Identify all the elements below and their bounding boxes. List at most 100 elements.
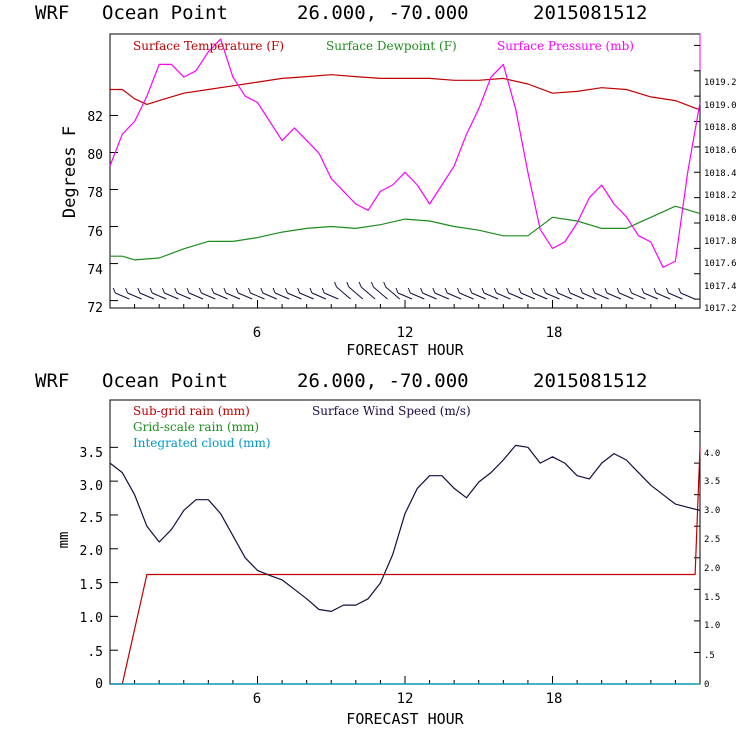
wind-barb bbox=[201, 292, 216, 300]
wind-barb-flag bbox=[469, 287, 473, 294]
wind-barb bbox=[668, 292, 683, 300]
header-location: Ocean Point bbox=[102, 370, 228, 392]
axes-ticks bbox=[109, 44, 701, 308]
wind-barb bbox=[410, 292, 425, 300]
wind-barb bbox=[176, 292, 191, 300]
wind-barb-flag bbox=[604, 287, 608, 294]
x-tick-label: 18 bbox=[546, 325, 563, 341]
wind-barb-flag bbox=[137, 287, 141, 294]
series-sub-grid-rain-mm bbox=[110, 447, 701, 685]
header-coords: 26.000, -70.000 bbox=[297, 370, 469, 392]
wind-barb bbox=[643, 292, 659, 300]
wind-barb-flag bbox=[579, 287, 583, 294]
wind-barb bbox=[324, 292, 339, 300]
y-tick-label: 3.5 bbox=[80, 446, 103, 461]
y-tick-label: 3.0 bbox=[80, 479, 103, 494]
wind-barb bbox=[385, 286, 401, 300]
right-tick-label: 1018.4 bbox=[704, 169, 737, 179]
wind-barb-flag bbox=[616, 287, 620, 294]
series-surface-pressure-mb bbox=[109, 38, 701, 268]
right-tick-label: 2.5 bbox=[704, 535, 720, 545]
legend-temperature: Surface Temperature (F) bbox=[133, 39, 284, 53]
panel-2-header: WRF Ocean Point 26.000, -70.000 20150815… bbox=[0, 370, 740, 396]
wind-barb bbox=[360, 286, 376, 300]
right-tick-label: 3.5 bbox=[704, 477, 720, 487]
x-tick-label: 18 bbox=[546, 691, 563, 707]
y-tick-label: 1.0 bbox=[80, 611, 103, 626]
wind-barb bbox=[582, 292, 597, 300]
y-tick-labels: 72 74 76 78 80 82 bbox=[87, 110, 103, 316]
wind-barb-flag bbox=[248, 287, 251, 294]
plot-frame bbox=[109, 33, 701, 309]
panel-1-header: WRF Ocean Point 26.000, -70.000 20150815… bbox=[0, 2, 740, 28]
right-tick-label: 1017.8 bbox=[704, 237, 737, 247]
wind-barb-flag bbox=[407, 287, 411, 294]
series-surface-temperature-f bbox=[110, 74, 701, 111]
header-init-time: 2015081512 bbox=[533, 370, 648, 392]
legend-gridscale-rain: Grid-scale rain (mm) bbox=[133, 420, 259, 434]
wind-barb bbox=[520, 292, 536, 300]
wind-barb bbox=[496, 292, 511, 300]
x-tick-label: 12 bbox=[397, 325, 414, 341]
right-tick-label: 1.0 bbox=[704, 621, 720, 631]
wind-barb bbox=[213, 292, 228, 300]
right-tick-label: 1018.0 bbox=[704, 214, 737, 224]
x-tick-label: 12 bbox=[397, 691, 414, 707]
wind-barb bbox=[459, 292, 474, 300]
wind-barb bbox=[655, 292, 671, 300]
right-tick-label: 0 bbox=[704, 680, 709, 690]
legend-pressure: Surface Pressure (mb) bbox=[497, 39, 634, 53]
wind-barb-flag bbox=[260, 287, 264, 294]
wind-barb bbox=[569, 292, 585, 300]
wind-barb bbox=[250, 292, 265, 300]
right-tick-label: 3.0 bbox=[704, 506, 720, 516]
right-tick-labels: 0 .5 1.0 1.5 2.0 2.5 3.0 3.5 4.0 bbox=[704, 449, 720, 690]
wind-barb-flag bbox=[592, 287, 596, 294]
wind-barb-flag bbox=[481, 287, 485, 294]
y-tick-label: 82 bbox=[87, 110, 103, 125]
y-tick-label: 80 bbox=[87, 148, 103, 163]
series-lines bbox=[109, 444, 701, 685]
wind-barb-flag bbox=[334, 281, 338, 288]
wind-barb bbox=[680, 292, 695, 300]
wind-barb bbox=[287, 292, 302, 300]
right-tick-label: 1018.6 bbox=[704, 146, 737, 156]
wind-barb bbox=[238, 292, 253, 300]
wind-barb bbox=[151, 292, 167, 300]
wind-barb bbox=[594, 292, 609, 300]
right-tick-label: 1019.2 bbox=[704, 78, 737, 88]
wind-barb-flag bbox=[383, 281, 387, 288]
legend-wind-speed: Surface Wind Speed (m/s) bbox=[312, 404, 471, 418]
wind-barb-flag bbox=[678, 287, 682, 294]
wind-barb-flag bbox=[518, 287, 522, 294]
wind-barb-flag bbox=[174, 287, 178, 294]
y-axis-title: Degrees F bbox=[60, 126, 80, 218]
wind-barb bbox=[127, 292, 142, 300]
header-coords: 26.000, -70.000 bbox=[297, 2, 469, 24]
wind-barb bbox=[139, 292, 155, 300]
wind-barb-flag bbox=[235, 287, 239, 294]
series-surface-wind-speed-m-s bbox=[109, 444, 701, 613]
y-tick-label: 78 bbox=[87, 186, 103, 201]
wind-barb bbox=[274, 292, 290, 300]
wind-barbs bbox=[112, 281, 695, 300]
x-axis-title: FORECAST HOUR bbox=[346, 341, 464, 359]
wind-barb-flag bbox=[641, 287, 645, 294]
wind-barb-flag bbox=[506, 287, 510, 294]
y-axis-title: mm bbox=[56, 532, 72, 549]
y-tick-label: 2.0 bbox=[80, 544, 103, 559]
panel-temperature: 6 12 18 FORECAST HOUR Degrees F 72 74 76… bbox=[60, 33, 737, 359]
wind-barb-flag bbox=[161, 287, 165, 294]
wind-barb bbox=[606, 292, 622, 300]
right-tick-label: 1017.4 bbox=[704, 282, 737, 292]
wind-barb bbox=[225, 292, 241, 300]
wind-barb-flag bbox=[112, 287, 116, 294]
wind-barb bbox=[434, 292, 450, 300]
wind-barb-flag bbox=[272, 287, 276, 294]
wind-barb bbox=[164, 292, 179, 300]
right-tick-label: 1018.2 bbox=[704, 191, 737, 201]
panel-precipitation: 6 12 18 FORECAST HOUR mm 0 .5 1.0 1.5 2.… bbox=[56, 399, 720, 728]
wind-barb-flag bbox=[420, 287, 424, 294]
